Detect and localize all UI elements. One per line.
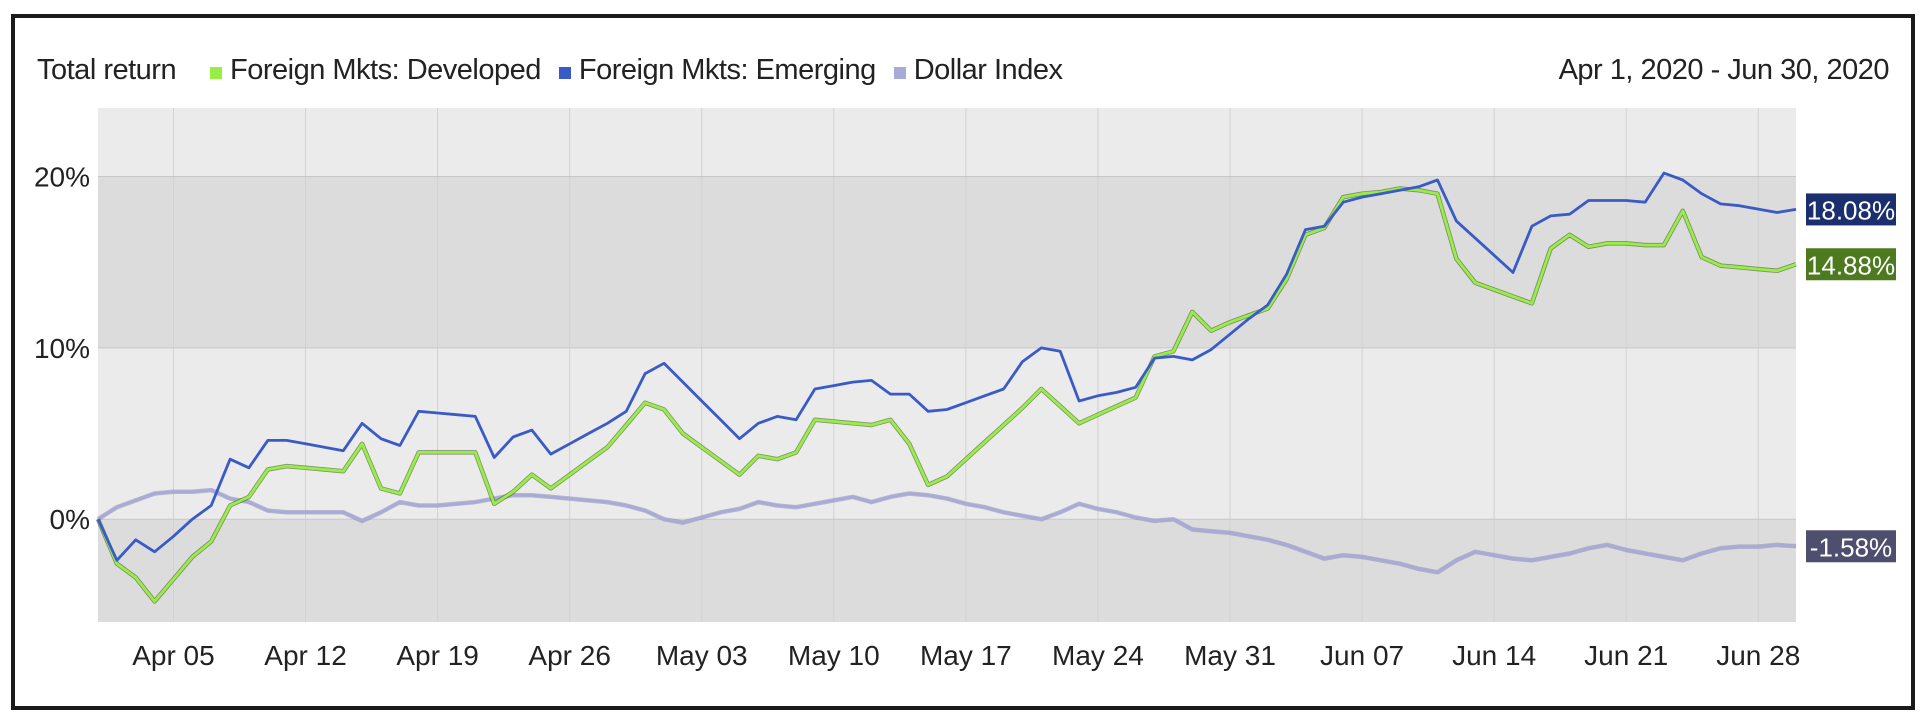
series-line-dollar bbox=[97, 488, 1797, 574]
x-tick-label: Jun 07 bbox=[1320, 640, 1404, 671]
end-tag-developed bbox=[1806, 248, 1896, 281]
legend-swatch-emerging bbox=[558, 66, 571, 79]
x-tick-label: May 17 bbox=[920, 640, 1012, 671]
series-line-developed bbox=[96, 187, 1797, 603]
legend-swatch-dollar bbox=[893, 66, 906, 79]
legend-label-developed: Foreign Mkts: Developed bbox=[230, 54, 541, 86]
chart-header: Total return Foreign Mkts: Developed For… bbox=[15, 18, 1911, 123]
x-tick-label: Apr 05 bbox=[132, 640, 215, 671]
x-tick-label: May 03 bbox=[656, 640, 748, 671]
x-tick-label: Jun 28 bbox=[1716, 640, 1800, 671]
legend-item-dollar[interactable]: Dollar Index bbox=[893, 54, 1063, 87]
y-tick-label: 0% bbox=[50, 504, 90, 535]
legend: Foreign Mkts: Developed Foreign Mkts: Em… bbox=[210, 54, 1063, 87]
x-tick-label: May 10 bbox=[788, 640, 880, 671]
x-tick-label: Apr 19 bbox=[396, 640, 479, 671]
plot-band-2 bbox=[98, 176, 1796, 348]
x-tick-label: Apr 26 bbox=[528, 640, 611, 671]
date-range: Apr 1, 2020 - Jun 30, 2020 bbox=[1558, 54, 1890, 86]
x-tick-label: Apr 12 bbox=[264, 640, 347, 671]
x-tick-label: Jun 14 bbox=[1452, 640, 1536, 671]
end-tag-dollar bbox=[1806, 530, 1896, 563]
x-tick-label: May 24 bbox=[1052, 640, 1144, 671]
plot-band-1 bbox=[98, 347, 1796, 520]
legend-item-developed[interactable]: Foreign Mkts: Developed bbox=[210, 54, 541, 87]
legend-label-dollar: Dollar Index bbox=[913, 54, 1063, 86]
y-tick-label: 10% bbox=[34, 333, 90, 364]
end-tag-emerging bbox=[1806, 193, 1896, 226]
x-tick-label: Jun 21 bbox=[1584, 640, 1668, 671]
series-line-emerging bbox=[96, 171, 1797, 562]
legend-item-emerging[interactable]: Foreign Mkts: Emerging bbox=[558, 54, 876, 87]
end-label-emerging: 18.08% bbox=[1807, 195, 1895, 225]
plot-band-3 bbox=[98, 108, 1796, 177]
end-label-dollar: -1.58% bbox=[1810, 532, 1892, 562]
legend-swatch-developed bbox=[210, 66, 222, 79]
plot-band-0 bbox=[98, 519, 1796, 622]
end-label-developed: 14.88% bbox=[1807, 250, 1895, 280]
chart-title: Total return bbox=[37, 54, 177, 86]
x-tick-label: May 31 bbox=[1184, 640, 1276, 671]
y-tick-label: 20% bbox=[34, 162, 90, 193]
legend-label-emerging: Foreign Mkts: Emerging bbox=[578, 54, 876, 86]
